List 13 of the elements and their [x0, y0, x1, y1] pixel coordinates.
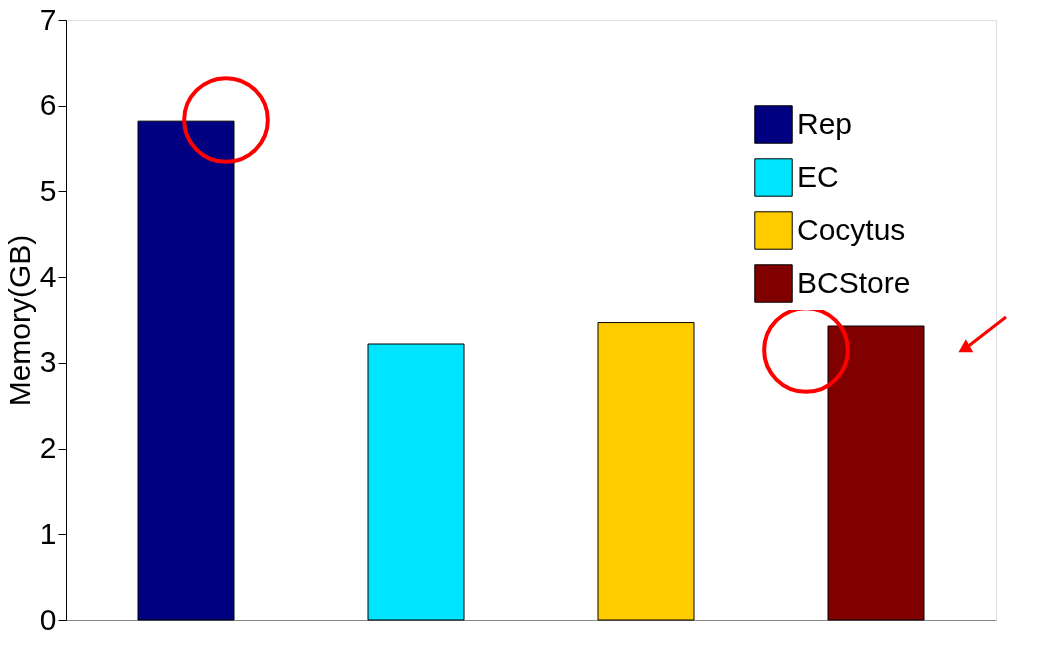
y-tick-label: 5	[39, 173, 57, 207]
legend-label: BCStore	[797, 265, 911, 299]
y-tick-label: 3	[39, 345, 57, 379]
y-tick-label: 2	[39, 431, 57, 465]
y-tick-label: 0	[39, 602, 57, 636]
y-tick-label: 4	[39, 259, 57, 293]
legend-label: Rep	[797, 106, 853, 140]
legend-label: EC	[797, 159, 839, 193]
legend-label: Cocytus	[797, 212, 906, 246]
y-tick-label: 6	[39, 88, 57, 122]
y-tick-label: 1	[39, 516, 57, 550]
y-axis-title: Memory(GB)	[2, 234, 36, 407]
y-tick-label: 7	[39, 2, 57, 36]
